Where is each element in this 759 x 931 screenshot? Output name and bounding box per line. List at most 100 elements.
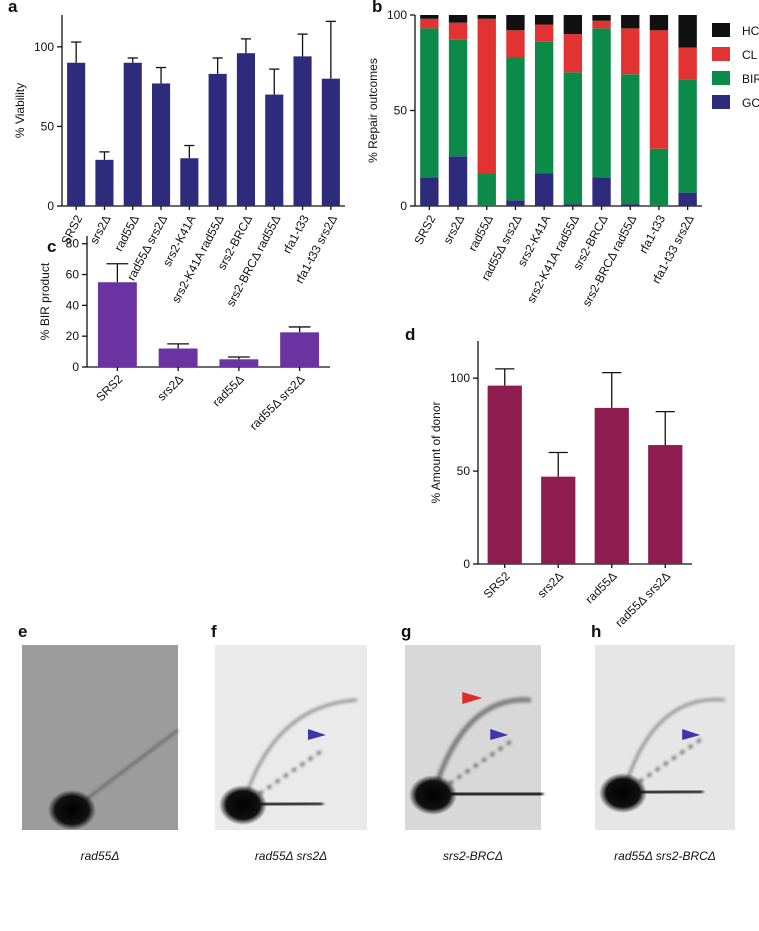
gel-arc	[432, 738, 514, 797]
panel-label: d	[405, 325, 415, 344]
x-tick-label: srs2Δ	[535, 569, 567, 601]
bar	[265, 94, 284, 206]
bar	[219, 359, 259, 367]
gel-arc	[622, 736, 704, 795]
y-tick-label: 0	[47, 199, 54, 213]
y-tick-label: 0	[72, 360, 79, 374]
y-tick-label: 100	[34, 40, 54, 54]
bar	[208, 73, 227, 207]
panel-label: h	[591, 622, 601, 641]
y-tick-label: 40	[66, 298, 80, 312]
y-axis-label: % Viability	[13, 83, 27, 138]
y-tick-label: 50	[394, 104, 408, 118]
bar	[97, 282, 137, 367]
bar-segment	[506, 200, 525, 206]
bar-segment	[592, 15, 611, 21]
gel-spot	[48, 790, 96, 830]
bar	[541, 476, 576, 564]
gel-image	[22, 645, 178, 830]
bar-segment	[621, 74, 640, 205]
arrowhead	[462, 692, 483, 704]
bar	[158, 348, 198, 367]
gel-arc	[242, 748, 324, 807]
bar-segment	[506, 30, 525, 58]
panel-label: e	[18, 622, 27, 641]
bar-segment	[477, 18, 496, 174]
y-tick-label: 50	[41, 119, 55, 133]
y-axis-label: % Amount of donor	[429, 401, 443, 503]
y-tick-label: 100	[450, 371, 470, 385]
bar	[487, 385, 522, 564]
legend-swatch	[712, 95, 730, 109]
bar-segment	[448, 156, 468, 206]
legend-label: CL	[742, 48, 758, 62]
bar-segment	[534, 173, 554, 206]
gel-caption: rad55Δ srs2Δ	[255, 849, 327, 863]
bar-segment	[448, 22, 468, 40]
gel-arc	[241, 698, 358, 806]
bar-segment	[649, 30, 669, 149]
bar-segment	[420, 18, 439, 29]
x-tick-label: rad55Δ	[111, 213, 142, 254]
bar	[280, 332, 320, 367]
x-tick-label: rad55Δ srs2Δ	[612, 569, 673, 630]
bar-segment	[534, 24, 554, 42]
legend-swatch	[712, 71, 730, 85]
bar-segment	[678, 15, 697, 48]
bar-segment	[506, 57, 525, 201]
bar	[321, 78, 340, 206]
bar-segment	[592, 20, 611, 29]
arrowhead	[490, 729, 509, 740]
gel-arc	[621, 698, 726, 794]
bar-segment	[592, 177, 611, 206]
x-tick-label: rad55Δ srs2Δ	[247, 372, 308, 433]
y-tick-label: 80	[66, 237, 80, 251]
bar-segment	[563, 72, 583, 205]
legend-swatch	[712, 23, 730, 37]
bar-segment	[678, 79, 697, 193]
x-tick-label: srs2Δ	[154, 372, 186, 404]
gel-arc	[430, 697, 532, 796]
bar-segment	[563, 34, 583, 73]
legend-label: HC	[742, 24, 759, 38]
gel-spot	[599, 773, 647, 813]
panel-label: g	[401, 622, 411, 641]
bar-segment	[621, 15, 640, 29]
arrowhead	[307, 729, 326, 740]
y-tick-label: 100	[387, 8, 407, 22]
x-tick-label: SRS2	[481, 569, 513, 601]
bar-segment	[563, 15, 583, 35]
bar	[293, 56, 312, 207]
bar-segment	[506, 15, 525, 31]
x-tick-label: rfa1-t33	[636, 212, 668, 255]
bar-segment	[621, 204, 640, 206]
x-tick-label: srs2Δ	[440, 213, 467, 247]
legend-swatch	[712, 47, 730, 61]
bar-segment	[534, 15, 554, 25]
gel-caption: rad55Δ srs2-BRCΔ	[614, 849, 716, 863]
y-tick-label: 60	[66, 268, 80, 282]
bar-segment	[420, 28, 439, 178]
legend-label: BIR	[742, 72, 759, 86]
gel-spot	[219, 785, 267, 825]
legend-label: GC	[742, 96, 759, 110]
bar-segment	[621, 28, 640, 75]
x-tick-label: rfa1-t33	[280, 212, 312, 255]
x-tick-label: rad55Δ	[465, 213, 496, 254]
panel-label: a	[8, 0, 18, 16]
y-tick-label: 50	[457, 464, 471, 478]
arrowhead	[682, 729, 701, 740]
bar-segment	[420, 15, 439, 19]
bar	[648, 445, 683, 564]
bar-segment	[448, 15, 468, 23]
bar-segment	[592, 28, 611, 178]
bar-segment	[420, 177, 439, 206]
bar	[180, 158, 199, 206]
bar	[594, 407, 629, 564]
bar	[123, 62, 142, 206]
y-axis-label: % Repair outcomes	[366, 58, 380, 163]
panel-label: b	[372, 0, 382, 16]
y-axis-label: % BIR product	[38, 262, 52, 340]
bar	[67, 62, 86, 206]
